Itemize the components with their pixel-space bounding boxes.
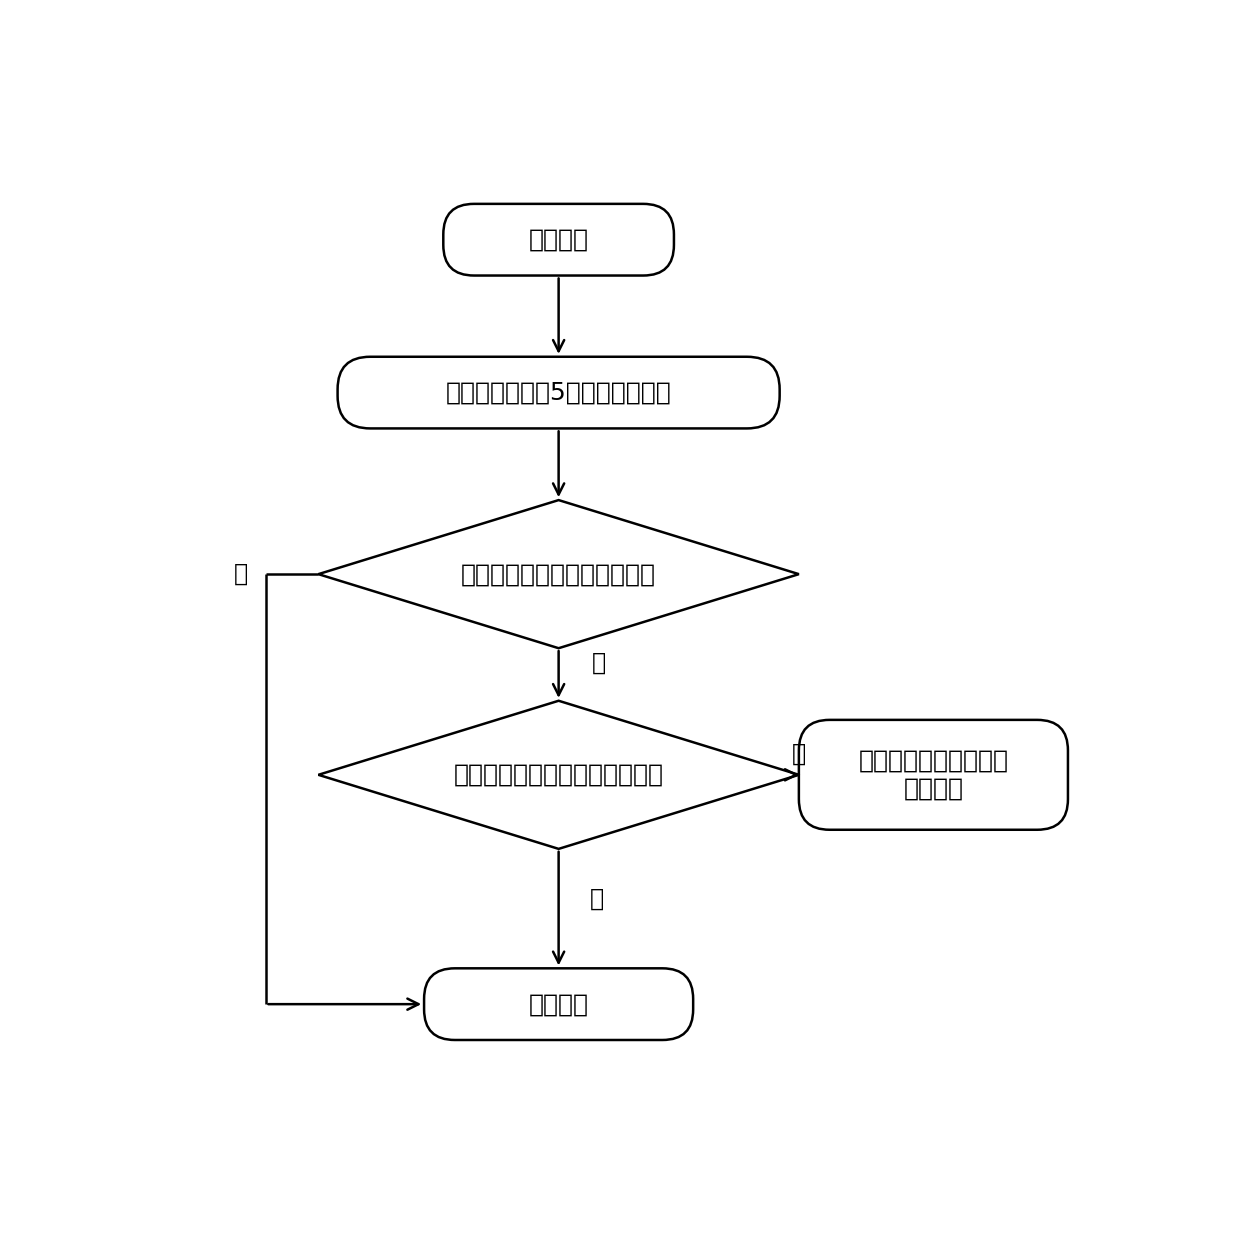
Text: 不对应表征与共生疾病是否对应: 不对应表征与共生疾病是否对应 [454, 763, 663, 787]
FancyBboxPatch shape [337, 356, 780, 428]
Text: 打上错误标记，等待进
一步审核: 打上错误标记，等待进 一步审核 [858, 748, 1008, 800]
Text: 是: 是 [589, 887, 604, 911]
FancyBboxPatch shape [424, 968, 693, 1040]
Text: 否: 否 [593, 652, 606, 675]
FancyBboxPatch shape [799, 720, 1068, 830]
Text: 审核通过: 审核通过 [528, 992, 589, 1016]
Text: 依据共生模型取5个疑似共生疾病: 依据共生模型取5个疑似共生疾病 [445, 381, 672, 405]
Polygon shape [319, 701, 799, 849]
Text: 是: 是 [792, 742, 806, 766]
Text: 是: 是 [234, 562, 248, 586]
Text: 病历数据: 病历数据 [528, 227, 589, 252]
FancyBboxPatch shape [444, 204, 675, 276]
Polygon shape [319, 500, 799, 648]
Text: 所有表征与疾病名称是否对应: 所有表征与疾病名称是否对应 [461, 562, 656, 586]
